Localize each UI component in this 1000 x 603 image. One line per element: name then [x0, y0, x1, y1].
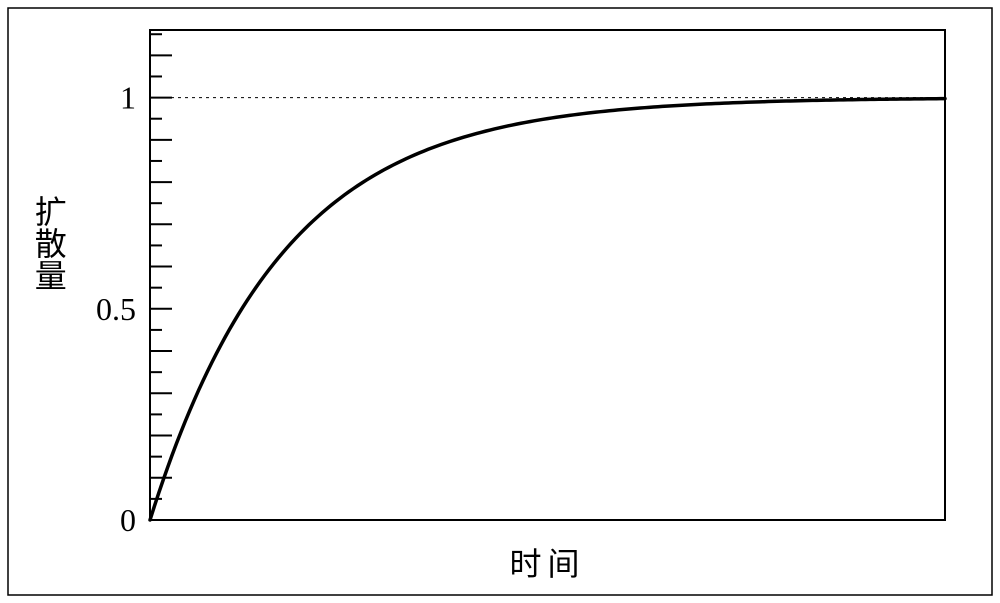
x-axis-label: 时间 [509, 546, 585, 582]
y-tick-label: 0 [120, 502, 136, 538]
y-tick-label: 1 [120, 80, 136, 116]
y-tick-label: 0.5 [96, 291, 136, 327]
plot-frame [150, 30, 945, 520]
chart-svg: 0 0.5 1 时间 [0, 0, 1000, 603]
chart-container: 0 0.5 1 时间 扩散量 [0, 0, 1000, 603]
y-axis-label: 扩散量 [30, 195, 67, 291]
